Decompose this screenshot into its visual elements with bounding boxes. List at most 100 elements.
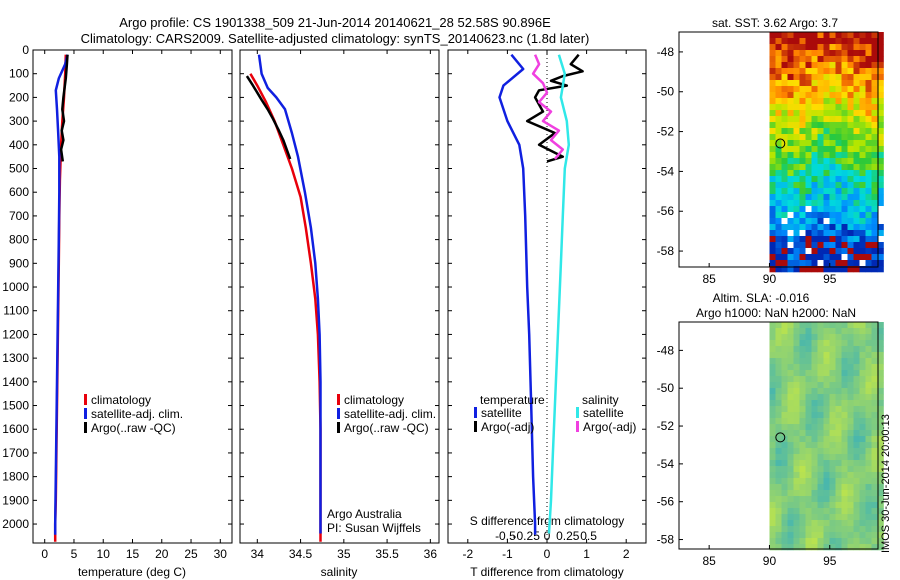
map-cell xyxy=(799,32,806,39)
map-cell xyxy=(853,478,860,485)
map-cell xyxy=(835,400,842,407)
map-cell xyxy=(859,254,866,261)
map-cell xyxy=(859,400,866,407)
map-cell xyxy=(787,544,794,551)
map-cell xyxy=(811,418,818,425)
map-cell xyxy=(799,38,806,45)
y-tick-label: -54 xyxy=(657,164,675,178)
map-cell xyxy=(817,200,824,207)
map-cell xyxy=(805,436,812,443)
map-cell xyxy=(793,424,800,431)
x-tick-label: -1 xyxy=(502,547,513,561)
map-cell xyxy=(859,352,866,359)
map-cell xyxy=(859,520,866,527)
map-cell xyxy=(841,110,848,117)
map-cell xyxy=(799,140,806,147)
map-cell xyxy=(805,230,812,237)
map-cell xyxy=(811,364,818,371)
y-tick-label: 1300 xyxy=(2,351,29,365)
map-cell xyxy=(781,352,788,359)
map-cell xyxy=(769,68,776,75)
map-cell xyxy=(847,62,854,69)
map-cell xyxy=(829,134,836,141)
y-tick-label: 1200 xyxy=(2,327,29,341)
map-cell xyxy=(829,254,836,261)
map-cell xyxy=(775,376,782,383)
map-cell xyxy=(853,116,860,123)
map-cell xyxy=(805,490,812,497)
sst-map-title: sat. SST: 3.62 Argo: 3.7 xyxy=(712,16,838,30)
map-cell xyxy=(769,352,776,359)
map-cell xyxy=(775,56,782,63)
map-cell xyxy=(769,484,776,491)
map-cell xyxy=(787,248,794,255)
map-cell xyxy=(847,92,854,99)
map-cell xyxy=(793,200,800,207)
title-line-1: Argo profile: CS 1901338_509 21-Jun-2014… xyxy=(119,15,551,30)
map-cell xyxy=(841,526,848,533)
map-cell xyxy=(823,158,830,165)
map-cell xyxy=(799,236,806,243)
map-cell xyxy=(775,218,782,225)
map-cell xyxy=(841,230,848,237)
map-cell xyxy=(793,526,800,533)
map-cell xyxy=(793,206,800,213)
map-cell xyxy=(853,364,860,371)
map-cell xyxy=(835,158,842,165)
map-cell xyxy=(865,50,872,57)
map-cell xyxy=(769,400,776,407)
map-cell xyxy=(829,430,836,437)
map-cell xyxy=(829,364,836,371)
map-cell xyxy=(877,188,884,195)
map-cell xyxy=(853,328,860,335)
map-cell xyxy=(805,502,812,509)
map-cell xyxy=(769,218,776,225)
map-cell xyxy=(775,98,782,105)
map-cell xyxy=(769,158,776,165)
map-cell xyxy=(817,358,824,365)
annotation-pi: PI: Susan Wijffels xyxy=(327,521,421,535)
map-cell xyxy=(787,38,794,45)
map-cell xyxy=(769,466,776,473)
map-cell xyxy=(805,32,812,39)
map-cell xyxy=(799,538,806,545)
x-tick-label: 95 xyxy=(823,272,837,286)
map-cell xyxy=(805,514,812,521)
map-cell xyxy=(811,370,818,377)
map-cell xyxy=(799,406,806,413)
map-cell xyxy=(775,206,782,213)
map-cell xyxy=(823,152,830,159)
map-cell xyxy=(823,260,830,267)
map-cell xyxy=(769,164,776,171)
map-cell xyxy=(853,122,860,129)
map-cell xyxy=(865,448,872,455)
series-line-salinity-satellite xyxy=(547,54,571,534)
map-cell xyxy=(865,472,872,479)
map-cell xyxy=(823,340,830,347)
map-cell xyxy=(865,230,872,237)
map-cell xyxy=(847,110,854,117)
map-cell xyxy=(865,236,872,243)
map-cell xyxy=(799,122,806,129)
map-cell xyxy=(781,538,788,545)
map-cell xyxy=(847,224,854,231)
y-tick-label: 100 xyxy=(9,67,29,81)
map-cell xyxy=(787,478,794,485)
map-cell xyxy=(853,194,860,201)
map-cell xyxy=(769,412,776,419)
map-cell xyxy=(817,56,824,63)
series-line-satellite-adj-clim xyxy=(257,54,322,534)
map-cell xyxy=(865,322,872,329)
map-cell xyxy=(835,526,842,533)
map-cell xyxy=(847,140,854,147)
map-cell xyxy=(829,116,836,123)
map-cell xyxy=(829,496,836,503)
map-cell xyxy=(835,236,842,243)
map-cell xyxy=(817,418,824,425)
sst-map-panel: sat. SST: 3.62 Argo: 3.7 85 90 95-48-50-52… xyxy=(657,16,884,286)
map-cell xyxy=(829,508,836,515)
map-cell xyxy=(841,352,848,359)
map-cell xyxy=(823,346,830,353)
map-cell xyxy=(841,260,848,267)
map-cell xyxy=(811,62,818,69)
